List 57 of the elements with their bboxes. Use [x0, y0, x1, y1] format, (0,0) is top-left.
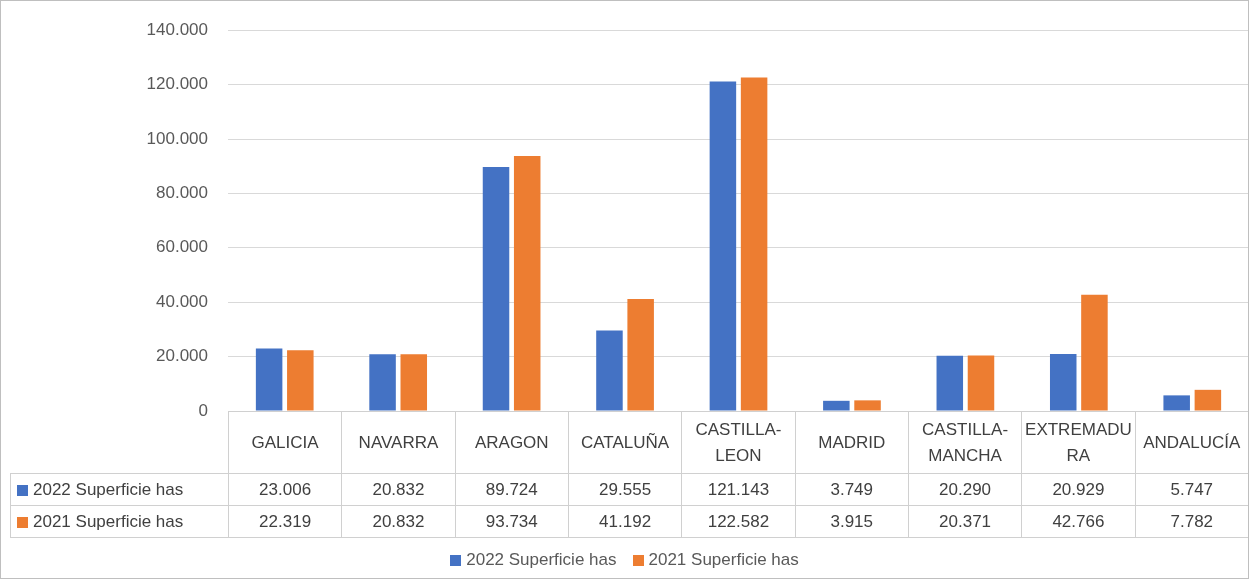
- x-tick-label: CASTILLA-MANCHA: [908, 411, 1022, 474]
- bar: [400, 354, 428, 411]
- x-tick-label: GALICIA: [228, 411, 342, 474]
- data-label: 7.782: [1135, 505, 1249, 538]
- y-tick-label: 100.000: [146, 128, 208, 148]
- legend-label: 2021 Superficie has: [647, 550, 799, 569]
- data-label: 41.192: [568, 505, 682, 538]
- data-label: 89.724: [455, 473, 569, 506]
- data-label: 22.319: [228, 505, 342, 538]
- bar: [854, 400, 881, 411]
- y-tick-label: 60.000: [156, 237, 208, 257]
- bar: [823, 400, 850, 411]
- data-label: 121.143: [681, 473, 796, 506]
- x-tick-label: ARAGON: [455, 411, 569, 474]
- bar: [936, 355, 964, 411]
- data-label: 20.290: [908, 473, 1022, 506]
- bar: [369, 354, 396, 411]
- bar: [596, 330, 623, 411]
- data-label: 29.555: [568, 473, 682, 506]
- text: 2022 Superficie has: [466, 550, 617, 569]
- bar: [1081, 294, 1108, 411]
- y-tick-label: 40.000: [156, 291, 208, 311]
- bar: [967, 355, 995, 411]
- legend-label: 2022 Superficie has: [10, 473, 229, 506]
- bar: [740, 77, 768, 411]
- text: 2021 Superficie has: [33, 511, 184, 531]
- y-tick-label: 0: [198, 400, 208, 420]
- data-label: 20.371: [908, 505, 1022, 538]
- y-tick-label: 80.000: [156, 183, 208, 203]
- bar: [627, 298, 654, 411]
- bar: [255, 348, 283, 411]
- y-tick-label: 120.000: [146, 74, 208, 94]
- bar: [482, 166, 510, 411]
- data-label: 3.749: [795, 473, 909, 506]
- y-tick-label: 140.000: [146, 19, 208, 39]
- x-tick-label: ANDALUCÍA: [1135, 411, 1249, 474]
- data-label: 42.766: [1021, 505, 1136, 538]
- bar: [287, 350, 314, 411]
- x-tick-label: CASTILLA-LEON: [681, 411, 796, 474]
- data-label: 3.915: [795, 505, 909, 538]
- data-label: 23.006: [228, 473, 342, 506]
- data-label: 20.832: [341, 505, 456, 538]
- data-label: 20.832: [341, 473, 456, 506]
- x-tick-label: CATALUÑA: [568, 411, 682, 474]
- x-tick-label: NAVARRA: [341, 411, 456, 474]
- bar: [709, 81, 737, 411]
- x-tick-label: MADRID: [795, 411, 909, 474]
- bar: [513, 156, 541, 411]
- data-label: 5.747: [1135, 473, 1249, 506]
- data-label: 122.582: [681, 505, 796, 538]
- data-label: 93.734: [455, 505, 569, 538]
- bar: [1049, 354, 1077, 411]
- bar: [1194, 389, 1222, 411]
- bar: [1163, 395, 1190, 411]
- y-tick-label: 20.000: [156, 346, 208, 366]
- x-tick-label: EXTREMADURA: [1021, 411, 1136, 474]
- data-label: 20.929: [1021, 473, 1136, 506]
